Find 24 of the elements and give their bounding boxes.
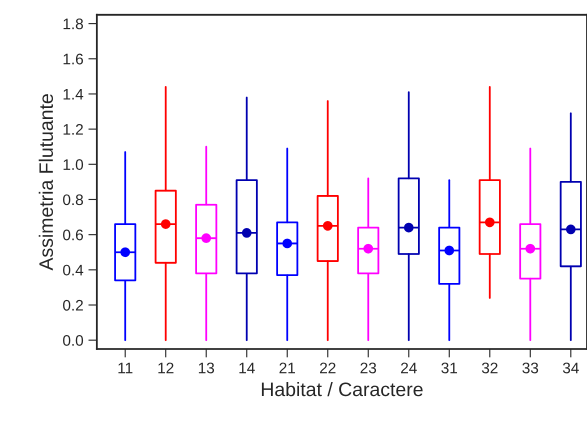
x-axis-title: Habitat / Caractere [262,382,423,396]
y-tick-label: 1.6 [64,54,83,64]
x-tick-label: 22 [320,362,336,374]
x-tick-label: 23 [360,362,376,374]
y-tick-label: 1.8 [64,18,83,30]
x-tick-label: 12 [158,362,174,374]
x-tick-label: 24 [401,362,417,374]
x-tick-label: 34 [562,362,579,374]
x-tick-label: 33 [522,362,538,374]
y-tick-label: 0.8 [63,194,83,206]
y-tick-label: 0.6 [63,230,83,240]
y-tick-label: 1.4 [64,88,84,100]
y-tick-label: 0.0 [63,335,84,346]
x-tick-label: 32 [482,362,498,374]
y-tick-label: 0.2 [63,300,83,311]
x-tick-label: 11 [118,362,132,374]
y-axis-title: Assimetria Flutuante [38,94,54,270]
x-tick-label: 13 [198,362,214,374]
x-tick-label: 31 [441,362,458,374]
y-tick-label: 1.0 [64,159,84,170]
y-tick-label: 1.2 [64,124,83,135]
y-tick-label: 0.4 [63,264,84,276]
x-tick-label: 14 [239,362,255,374]
x-tick-label: 21 [280,362,295,374]
